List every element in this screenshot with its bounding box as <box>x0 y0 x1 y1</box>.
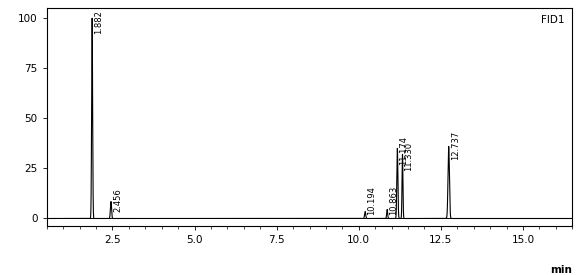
Text: FID1: FID1 <box>541 15 564 25</box>
Text: 2.456: 2.456 <box>113 189 122 213</box>
Text: 10.194: 10.194 <box>367 186 376 214</box>
Text: 1.882: 1.882 <box>94 10 103 34</box>
Text: 12.737: 12.737 <box>451 131 460 160</box>
Text: 11.174: 11.174 <box>399 136 408 165</box>
Text: min: min <box>551 265 572 275</box>
Text: 10.863: 10.863 <box>389 185 398 215</box>
Text: 11.330: 11.330 <box>405 142 413 171</box>
